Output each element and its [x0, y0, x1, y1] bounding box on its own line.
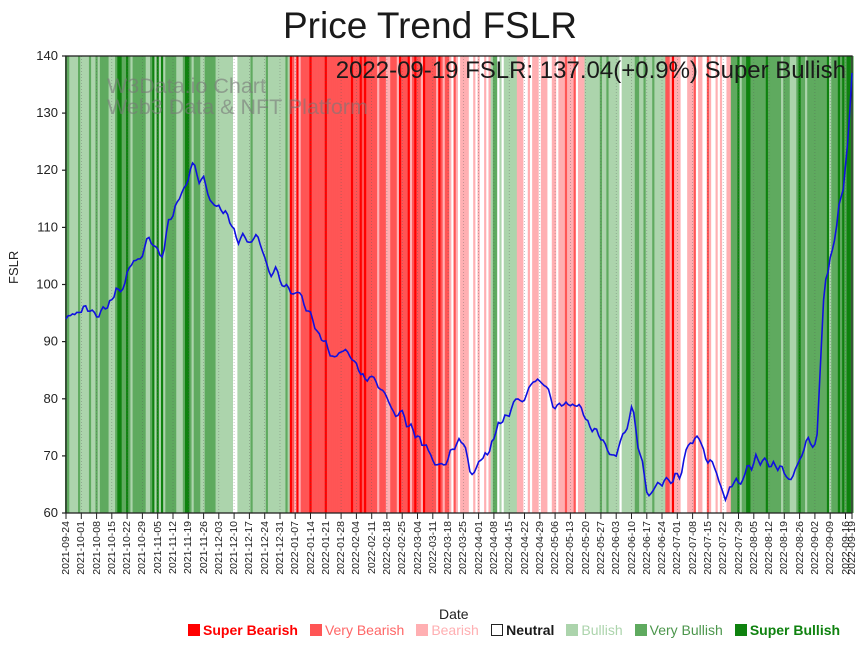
svg-text:70: 70	[44, 448, 58, 463]
svg-text:110: 110	[37, 219, 58, 234]
svg-text:120: 120	[36, 162, 58, 177]
svg-text:100: 100	[36, 277, 58, 292]
svg-text:80: 80	[44, 391, 58, 406]
svg-text:60: 60	[44, 505, 58, 520]
svg-text:130: 130	[36, 105, 58, 120]
svg-text:90: 90	[44, 334, 58, 349]
